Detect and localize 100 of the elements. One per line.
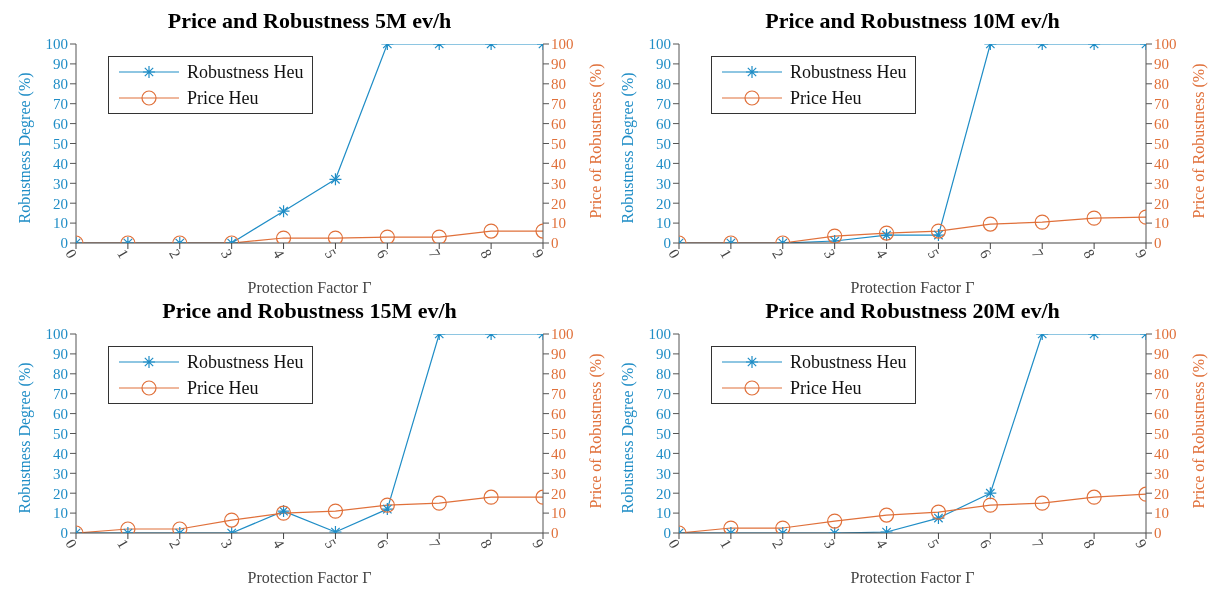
x-tick-label: 2 — [166, 536, 184, 552]
x-tick-label: 3 — [820, 536, 839, 552]
y-tick-label: 100 — [648, 326, 671, 343]
y-axis-title: Robustness Degree (%) — [618, 362, 637, 514]
x-tick-label: 3 — [820, 246, 839, 262]
legend-label: Price Heu — [187, 377, 259, 399]
y2-axis-title: Price of Robustness (%) — [1189, 63, 1208, 219]
legend-label: Price Heu — [187, 87, 259, 109]
x-axis-title: Protection Factor Γ — [850, 279, 975, 296]
y2-tick-label: 90 — [551, 56, 566, 73]
legend-label: Robustness Heu — [187, 351, 304, 373]
y-tick-label: 70 — [656, 386, 671, 403]
y-tick-label: 30 — [656, 465, 671, 482]
y-tick-label: 60 — [656, 115, 671, 132]
y-tick-label: 50 — [53, 425, 68, 442]
x-tick-label: 3 — [217, 246, 236, 262]
legend-label: Price Heu — [790, 87, 862, 109]
y-tick-label: 70 — [53, 96, 68, 113]
point — [878, 507, 895, 523]
point — [775, 520, 791, 533]
y-tick-label: 80 — [53, 76, 68, 93]
point — [328, 172, 343, 186]
y2-tick-label: 20 — [551, 195, 566, 212]
y2-tick-label: 60 — [1154, 405, 1169, 422]
y-tick-label: 90 — [656, 346, 671, 363]
point — [827, 513, 843, 529]
point — [723, 520, 739, 533]
x-tick-label: 6 — [976, 246, 995, 262]
x-tick-label: 7 — [425, 246, 444, 262]
y2-axis-title: Price of Robustness (%) — [1189, 353, 1208, 509]
y-tick-label: 10 — [53, 505, 68, 522]
y2-tick-label: 50 — [551, 425, 566, 442]
y-tick-label: 80 — [656, 76, 671, 93]
legend-label: Robustness Heu — [790, 61, 907, 83]
x-axis-title: Protection Factor Γ — [247, 279, 372, 296]
y2-tick-label: 80 — [551, 366, 566, 383]
y2-tick-label: 100 — [1154, 36, 1177, 53]
y2-tick-label: 70 — [1154, 386, 1169, 403]
x-axis-title: Protection Factor Γ — [247, 569, 372, 586]
y-tick-label: 70 — [53, 386, 68, 403]
x-tick-label: 9 — [1132, 246, 1150, 262]
x-tick-label: 6 — [373, 246, 392, 262]
y-tick-label: 70 — [656, 96, 671, 113]
y-tick-label: 90 — [53, 346, 68, 363]
x-tick-label: 7 — [425, 536, 444, 552]
y2-tick-label: 30 — [1154, 465, 1169, 482]
y2-tick-label: 10 — [551, 215, 566, 232]
y-tick-label: 40 — [656, 155, 671, 172]
x-tick-label: 8 — [477, 536, 496, 552]
y2-tick-label: 10 — [1154, 505, 1169, 522]
x-tick-label: 3 — [217, 536, 236, 552]
y2-tick-label: 30 — [551, 175, 566, 192]
y-tick-label: 100 — [648, 36, 671, 53]
x-tick-label: 4 — [269, 536, 288, 552]
y-axis-title: Robustness Degree (%) — [15, 362, 34, 514]
x-tick-label: 7 — [1028, 246, 1047, 262]
x-tick-label: 5 — [924, 536, 943, 552]
y-axis-title: Robustness Degree (%) — [618, 72, 637, 224]
x-axis-title: Protection Factor Γ — [850, 569, 975, 586]
y2-tick-label: 70 — [1154, 96, 1169, 113]
x-tick-label: 2 — [769, 536, 787, 552]
y2-tick-label: 40 — [551, 445, 566, 462]
x-tick-label: 2 — [769, 246, 787, 262]
y2-tick-label: 40 — [1154, 155, 1169, 172]
y-tick-label: 60 — [53, 405, 68, 422]
x-tick-label: 6 — [976, 536, 995, 552]
x-tick-label: 5 — [321, 536, 340, 552]
point — [1034, 495, 1050, 511]
y2-tick-label: 100 — [551, 326, 574, 343]
y-tick-label: 10 — [656, 215, 671, 232]
y2-tick-label: 40 — [1154, 445, 1169, 462]
x-tick-label: 5 — [321, 246, 340, 262]
x-tick-label: 4 — [872, 536, 891, 552]
y-tick-label: 100 — [45, 326, 68, 343]
y-tick-label: 50 — [53, 135, 68, 152]
chart-title: Price and Robustness 15M ev/h — [161, 298, 458, 324]
y2-tick-label: 60 — [551, 405, 566, 422]
y2-axis-title: Price of Robustness (%) — [586, 63, 605, 219]
y2-tick-label: 50 — [551, 135, 566, 152]
x-tick-label: 1 — [717, 536, 735, 552]
y-tick-label: 90 — [656, 56, 671, 73]
y2-tick-label: 90 — [551, 346, 566, 363]
y2-tick-label: 70 — [551, 386, 566, 403]
y2-tick-label: 20 — [551, 485, 566, 502]
y2-tick-label: 80 — [1154, 76, 1169, 93]
x-tick-label: 9 — [1132, 536, 1150, 552]
y2-tick-label: 70 — [551, 96, 566, 113]
y-tick-label: 20 — [656, 195, 671, 212]
x-tick-label: 4 — [872, 246, 891, 262]
y2-tick-label: 20 — [1154, 485, 1169, 502]
y2-tick-label: 10 — [1154, 215, 1169, 232]
y2-tick-label: 80 — [1154, 366, 1169, 383]
y2-tick-label: 90 — [1154, 56, 1169, 73]
y-tick-label: 40 — [53, 155, 68, 172]
y-tick-label: 40 — [53, 445, 68, 462]
y-tick-label: 60 — [656, 405, 671, 422]
y2-tick-label: 50 — [1154, 425, 1169, 442]
x-tick-label: 1 — [717, 246, 735, 262]
y-tick-label: 30 — [53, 465, 68, 482]
point — [930, 504, 947, 520]
